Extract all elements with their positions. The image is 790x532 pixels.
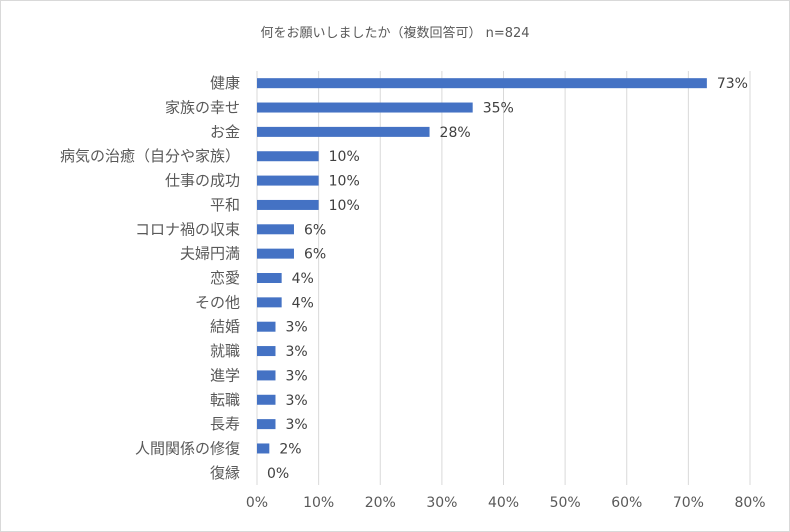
bar [257,224,294,235]
data-label: 35% [483,101,514,117]
data-label: 28% [440,125,471,141]
x-tick-label: 20% [365,495,396,511]
bar [257,443,270,454]
data-label: 10% [329,149,360,165]
data-label: 3% [285,417,307,433]
bar [257,78,707,89]
category-label: 病気の治癒（自分や家族） [60,147,240,165]
data-label: 4% [292,271,314,287]
bar [257,126,430,137]
data-label: 3% [285,368,307,384]
data-label: 4% [292,295,314,311]
category-label: 進学 [210,366,240,384]
bar [257,175,319,186]
bar [257,199,319,210]
x-tick-label: 0% [246,495,268,511]
x-tick-label: 80% [734,495,765,511]
x-tick-label: 60% [611,495,642,511]
x-tick-label: 10% [303,495,334,511]
category-label: 夫婦円満 [180,245,240,263]
bar [257,151,319,162]
bar [257,248,294,259]
x-tick-label: 70% [673,495,704,511]
category-label: 復縁 [210,464,240,482]
data-label: 10% [329,174,360,190]
data-label: 3% [285,320,307,336]
x-tick-label: 40% [488,495,519,511]
x-tick-label: 30% [426,495,457,511]
data-label: 0% [267,466,289,482]
category-label: 平和 [210,196,240,214]
data-label: 73% [717,76,748,92]
x-tick-label: 50% [550,495,581,511]
category-label: 仕事の成功 [165,172,240,190]
bar [257,419,276,430]
bar [257,346,276,357]
category-label: 転職 [210,391,240,409]
bar [257,273,282,283]
bar [257,394,276,405]
category-label: 就職 [210,342,240,360]
bars [257,78,707,454]
category-label: コロナ禍の収束 [135,220,240,238]
bar [257,297,282,308]
category-label: その他 [195,293,240,311]
data-label: 6% [304,247,326,263]
category-label: 健康 [210,74,240,92]
data-label: 6% [304,222,326,238]
x-axis-tick-labels: 0% 10% 20% 30% 40% 50% 60% 70% 80% [246,495,766,511]
data-label: 3% [285,344,307,360]
category-label: 恋愛 [210,269,240,287]
bar [257,321,276,332]
data-label: 2% [279,441,301,457]
data-label: 10% [329,198,360,214]
category-label: 結婚 [210,318,240,336]
data-label: 3% [285,393,307,409]
gridlines [256,71,751,485]
chart-title: 何をお願いしましたか（複数回答可） n=824 [260,26,530,41]
category-label: 人間関係の修復 [135,439,240,457]
bar [257,102,473,113]
data-labels: 73%35%28%10%10%10%6%6%4%4%3%3%3%3%3%2%0% [267,76,748,482]
category-label: 長寿 [210,415,240,433]
bar [257,370,276,381]
category-label: お金 [210,123,240,141]
category-label: 家族の幸せ [165,99,240,117]
